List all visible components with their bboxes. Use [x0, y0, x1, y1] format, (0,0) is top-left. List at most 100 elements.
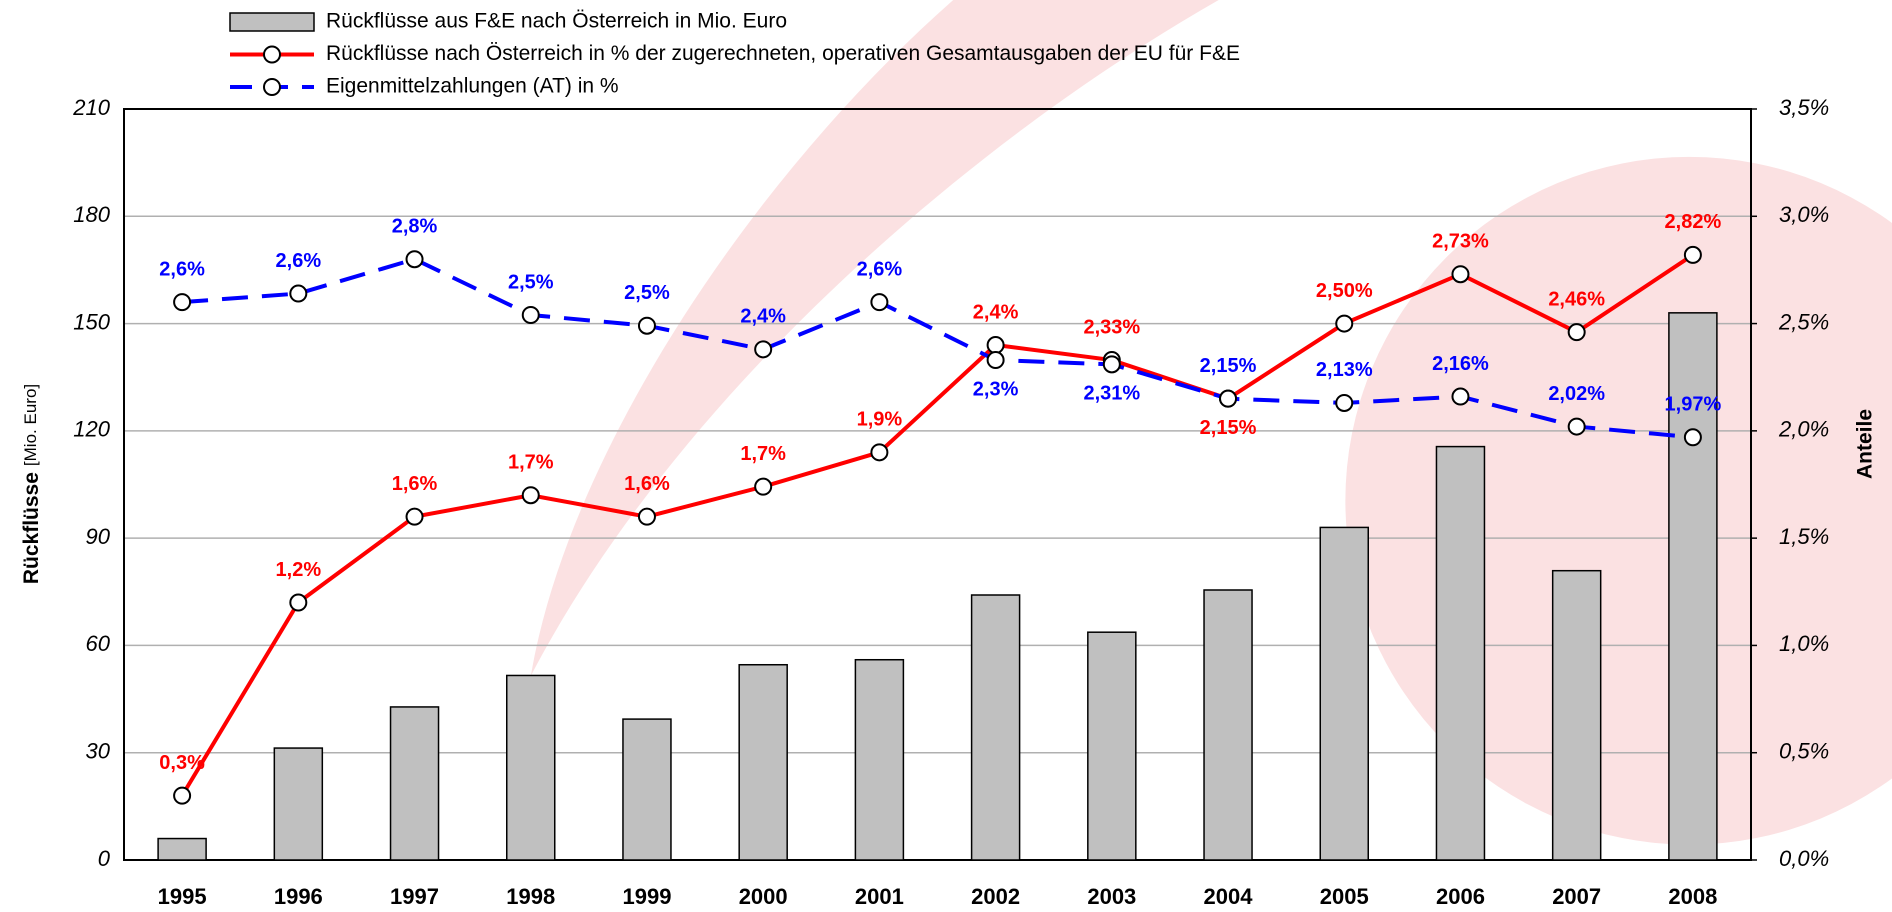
line — [180, 253, 1694, 797]
bar — [389, 706, 440, 861]
x-tick-label: 1998 — [506, 884, 555, 909]
data-label: 2,31% — [1083, 383, 1140, 405]
marker — [870, 443, 889, 462]
plot-frame — [123, 108, 1752, 861]
y-tick-label: 30 — [86, 739, 111, 764]
marker — [754, 340, 773, 359]
bar — [738, 663, 788, 861]
legend-swatch — [229, 12, 315, 32]
marker — [986, 336, 1005, 355]
data-label: 2,82% — [1665, 211, 1722, 233]
marker — [637, 316, 656, 335]
legend-label: Eigenmittelzahlungen (AT) in % — [326, 75, 619, 98]
marker — [1335, 393, 1354, 412]
data-label: 2,6% — [276, 250, 322, 272]
y-label-main: Rückflüsse — [20, 472, 43, 584]
data-label: 2,33% — [1083, 316, 1140, 338]
data-label: 2,13% — [1316, 359, 1373, 381]
data-label: 2,02% — [1548, 383, 1605, 405]
bar — [1668, 312, 1718, 861]
bar — [506, 674, 556, 861]
y-tick-label: 210 — [72, 95, 110, 120]
x-tick-label: 2001 — [855, 884, 904, 909]
bar — [1435, 445, 1486, 861]
legend-marker — [263, 45, 281, 64]
marker — [173, 293, 192, 312]
x-tick-label: 2002 — [971, 884, 1020, 909]
marker — [637, 507, 656, 526]
y-tick-label: 60 — [86, 631, 111, 656]
marker — [1219, 389, 1238, 408]
bar — [1319, 526, 1369, 861]
marker — [1567, 417, 1586, 436]
y2-tick-label: 3,0% — [1779, 202, 1829, 227]
data-label: 2,3% — [973, 378, 1019, 400]
y-tick-label: 150 — [73, 309, 110, 334]
x-tick-label: 1996 — [274, 884, 323, 909]
y-axis-label: Rückflüsse [Mio. Euro] — [20, 384, 43, 584]
data-label: 2,6% — [159, 258, 205, 280]
marker — [986, 351, 1005, 370]
data-label: 1,9% — [857, 409, 903, 431]
marker — [870, 293, 889, 312]
marker — [1683, 428, 1702, 447]
y2-tick-label: 0,5% — [1779, 739, 1829, 764]
data-label: 2,46% — [1548, 288, 1605, 310]
data-label: 2,6% — [857, 258, 903, 280]
data-label: 1,97% — [1665, 394, 1722, 416]
marker — [521, 486, 540, 505]
marker — [1335, 314, 1354, 333]
data-label: 2,15% — [1200, 417, 1257, 439]
bar — [970, 594, 1021, 861]
x-tick-label: 1997 — [390, 884, 439, 909]
data-label: 1,2% — [276, 559, 322, 581]
marker — [1102, 355, 1121, 374]
marker — [173, 786, 192, 805]
x-tick-label: 2008 — [1668, 884, 1717, 909]
y2-axis-label: Anteile — [1854, 409, 1877, 479]
marker — [521, 305, 540, 324]
legend-label: Rückflüsse aus F&E nach Österreich in Mi… — [326, 10, 787, 33]
y-tick-label: 180 — [73, 202, 110, 227]
bar — [1551, 569, 1602, 861]
marker — [405, 250, 424, 269]
data-label: 2,15% — [1200, 355, 1257, 377]
data-label: 2,4% — [973, 301, 1019, 323]
marker — [289, 593, 308, 612]
legend-label: Rückflüsse nach Österreich in % der zuge… — [326, 42, 1240, 65]
y2-tick-label: 2,0% — [1778, 417, 1829, 442]
x-tick-label: 1995 — [158, 884, 207, 909]
x-tick-label: 2003 — [1087, 884, 1136, 909]
y2-tick-label: 1,0% — [1779, 631, 1829, 656]
data-label: 2,5% — [624, 282, 670, 304]
data-label: 1,6% — [624, 473, 670, 495]
data-label: 2,50% — [1316, 280, 1373, 302]
y2-tick-label: 2,5% — [1778, 309, 1829, 334]
data-label: 2,73% — [1432, 231, 1489, 253]
bar — [1203, 589, 1253, 861]
y-tick-label: 120 — [73, 417, 110, 442]
y-label-unit: [Mio. Euro] — [21, 384, 40, 466]
x-tick-label: 2005 — [1320, 884, 1369, 909]
y2-tick-label: 1,5% — [1779, 524, 1829, 549]
x-tick-label: 2006 — [1436, 884, 1485, 909]
x-tick-label: 2007 — [1552, 884, 1601, 909]
marker — [405, 507, 424, 526]
marker — [1451, 265, 1470, 284]
marker — [1451, 387, 1470, 406]
marker — [289, 284, 308, 303]
x-tick-label: 2000 — [739, 884, 788, 909]
data-label: 1,7% — [508, 452, 554, 474]
data-label: 2,5% — [508, 271, 554, 293]
y-tick-label: 0 — [98, 846, 111, 871]
bar — [157, 837, 207, 861]
bar — [622, 718, 672, 861]
bar — [273, 747, 324, 861]
bar — [854, 658, 905, 861]
y2-tick-label: 0,0% — [1779, 846, 1829, 871]
data-label: 2,16% — [1432, 353, 1489, 375]
marker — [1567, 323, 1586, 342]
data-label: 1,6% — [392, 473, 438, 495]
